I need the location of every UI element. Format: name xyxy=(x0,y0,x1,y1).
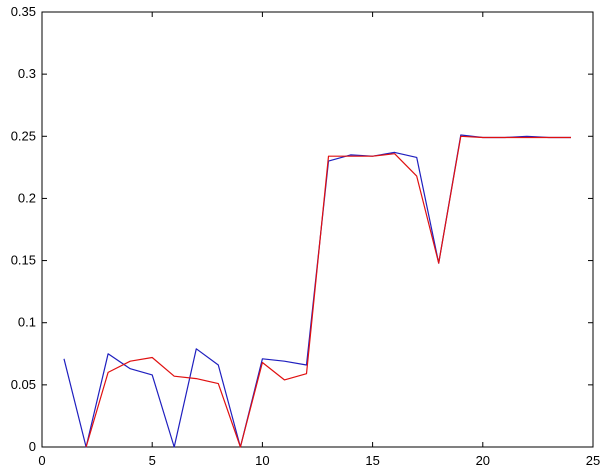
y-tick-labels: 0 0.05 0.1 0.15 0.2 0.25 0.3 0.35 xyxy=(11,4,36,454)
y-tick-label: 0.05 xyxy=(11,377,36,392)
y-tick-label: 0.35 xyxy=(11,4,36,19)
axes xyxy=(41,11,594,448)
x-tick-label: 5 xyxy=(149,453,156,468)
series-layer xyxy=(63,134,571,448)
y-tick-label: 0.2 xyxy=(18,190,36,205)
y-tick-label: 0 xyxy=(29,439,36,454)
x-tick-label: 10 xyxy=(255,453,269,468)
y-tick-label: 0.3 xyxy=(18,66,36,81)
x-tick-label: 25 xyxy=(586,453,600,468)
x-tick-label: 15 xyxy=(365,453,379,468)
y-tick-label: 0.1 xyxy=(18,315,36,330)
x-tick-labels: 0 5 10 15 20 25 xyxy=(38,453,600,468)
plot-frame xyxy=(41,11,594,448)
series-line-2 xyxy=(85,135,571,448)
y-tick-label: 0.15 xyxy=(11,253,36,268)
x-tick-label: 0 xyxy=(38,453,45,468)
series-line-1 xyxy=(63,134,571,448)
y-tick-label: 0.25 xyxy=(11,128,36,143)
x-tick-label: 20 xyxy=(476,453,490,468)
